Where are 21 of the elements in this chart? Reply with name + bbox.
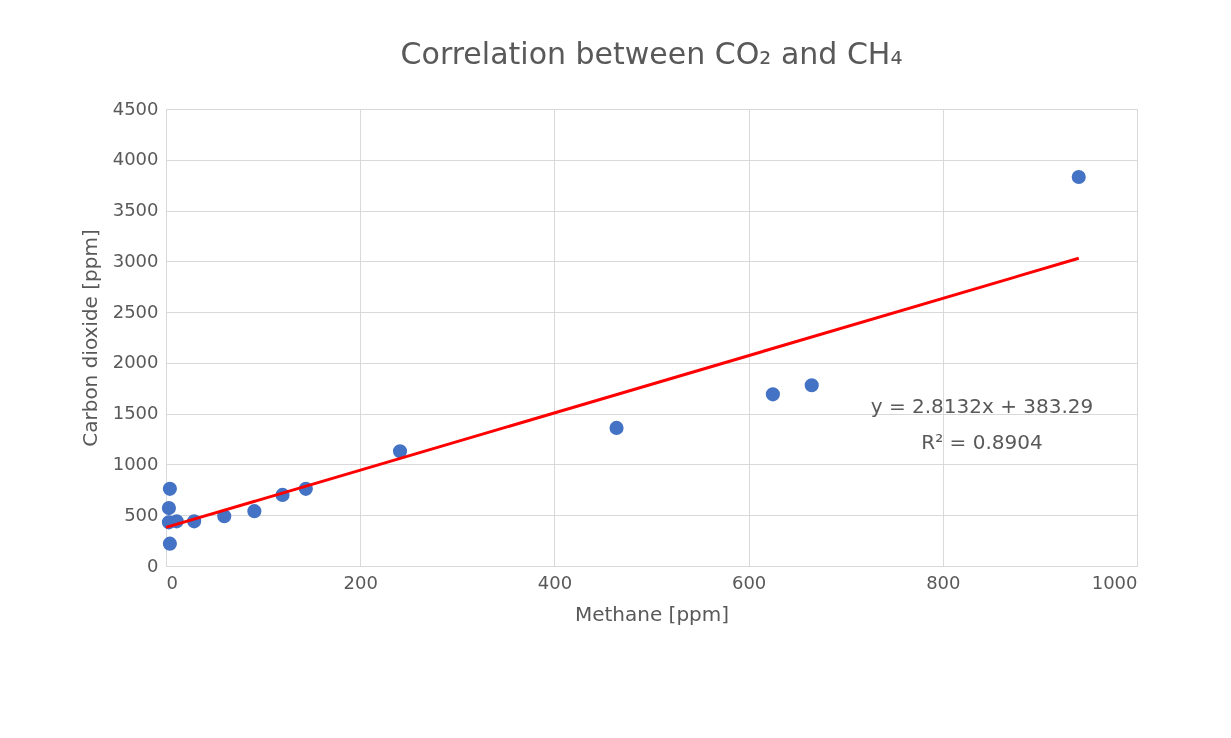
y-tick-label: 2000 bbox=[112, 351, 159, 373]
x-tick-label: 400 bbox=[537, 571, 573, 593]
y-tick-label: 500 bbox=[124, 503, 159, 525]
annotation: R² = 0.8904 bbox=[921, 430, 1043, 454]
x-tick-label: 600 bbox=[731, 571, 767, 593]
x-tick-label: 800 bbox=[926, 571, 961, 593]
y-tick-label: 1500 bbox=[112, 402, 159, 424]
y-axis-title: Carbon dioxide [ppm] bbox=[77, 229, 102, 447]
x-axis-title: Methane [ppm] bbox=[574, 601, 730, 626]
x-tick-label: 200 bbox=[343, 571, 378, 593]
y-tick-label: 3000 bbox=[112, 249, 159, 271]
y-tick-label: 2500 bbox=[112, 300, 159, 322]
y-tick-label: 4500 bbox=[112, 97, 159, 119]
x-tick-label: 0 bbox=[166, 571, 178, 593]
x-tick-label: 1000 bbox=[1091, 571, 1138, 593]
y-tick-label: 1000 bbox=[112, 452, 159, 474]
y-tick-label: 4000 bbox=[112, 148, 159, 170]
chart-title: Correlation between CO₂ and CH₄ bbox=[400, 36, 903, 71]
y-tick-label: 3500 bbox=[112, 199, 159, 221]
y-tick-label: 0 bbox=[147, 554, 159, 576]
annotation: y = 2.8132x + 383.29 bbox=[870, 394, 1094, 418]
